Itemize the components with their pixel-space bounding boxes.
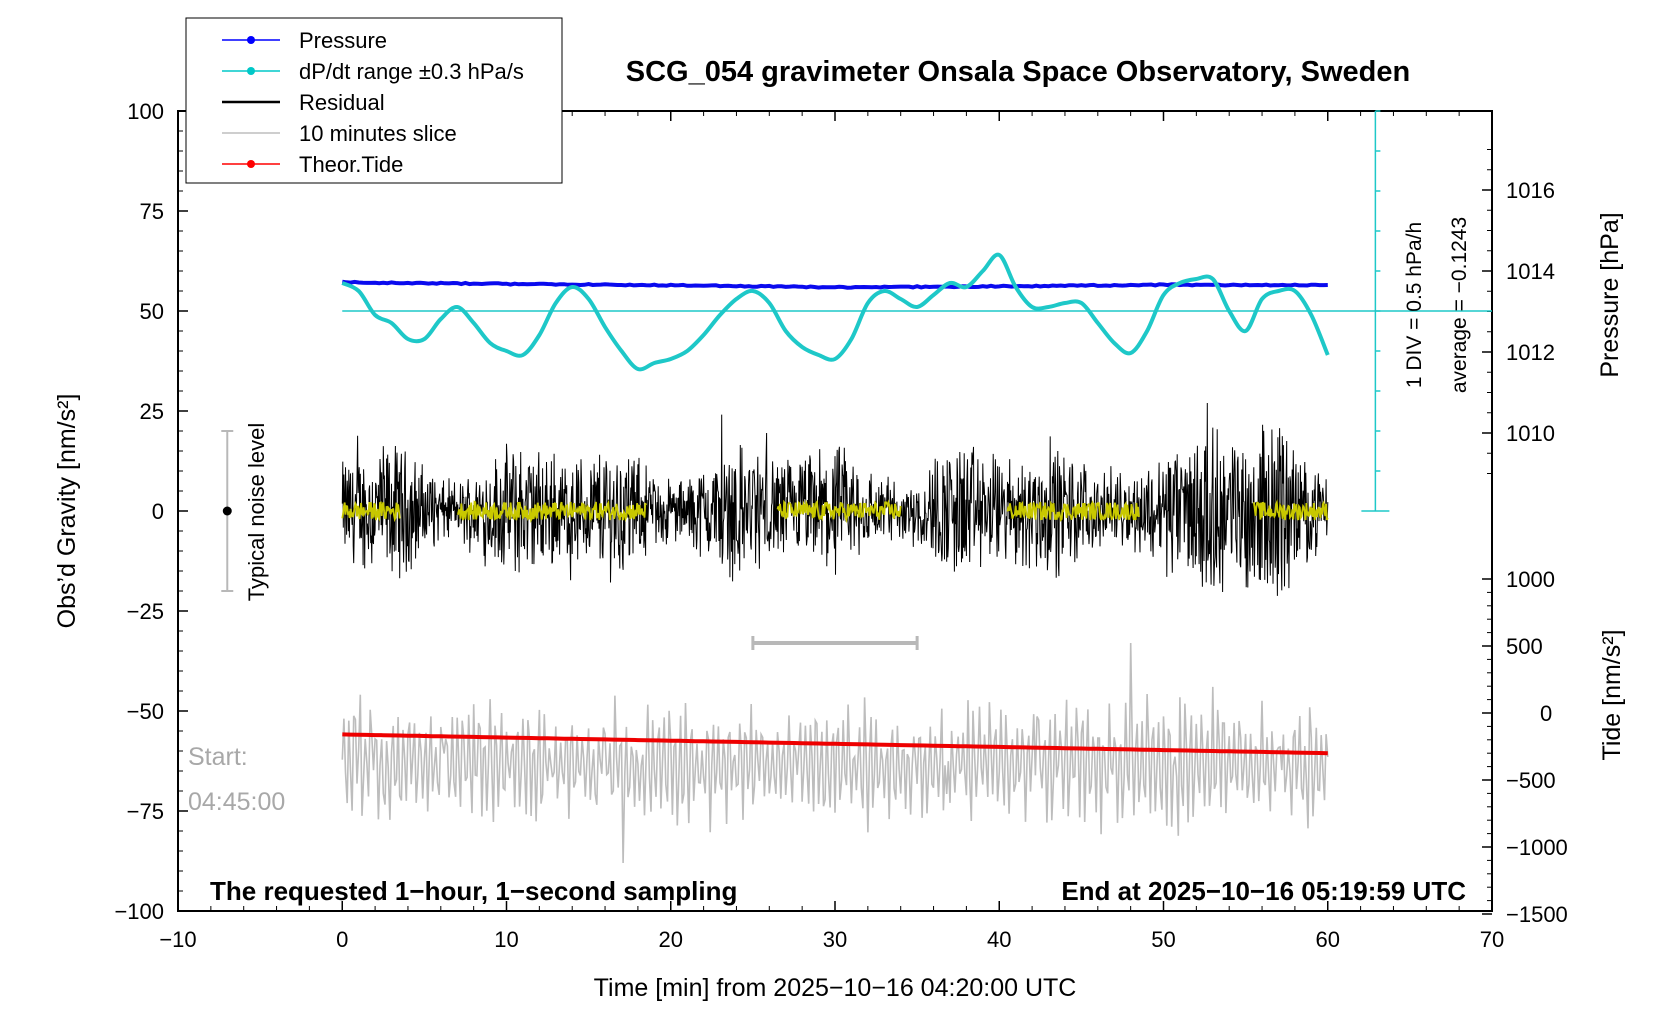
y-tick-label: 100	[127, 99, 164, 124]
y-tick-label: −75	[127, 799, 164, 824]
tide-tick-label: 0	[1540, 701, 1552, 726]
legend-label: dP/dt range ±0.3 hPa/s	[299, 59, 524, 84]
y-tick-label: −50	[127, 699, 164, 724]
tide-tick-label: −500	[1506, 768, 1556, 793]
pressure-tick-label: 1010	[1506, 421, 1555, 446]
start-label: Start:	[188, 743, 248, 771]
x-tick-label: 20	[659, 927, 683, 952]
pressure-tick-label: 1014	[1506, 259, 1555, 284]
tide-line	[342, 732, 1328, 756]
residual-average-line	[1006, 499, 1140, 522]
residual-average-line	[776, 499, 902, 524]
legend: Pressure dP/dt range ±0.3 hPa/s Residual 10…	[185, 17, 563, 184]
data-series	[221, 110, 1492, 864]
noise-bar-center	[222, 506, 232, 516]
axes: −10 0 10 20 30 40 50 60 701007550250−25−50−75−10…	[114, 99, 1567, 952]
sampling-note: The requested 1−hour, 1−second sampling	[210, 876, 737, 906]
y-tick-label: 50	[140, 299, 164, 324]
x-tick-label: 60	[1316, 927, 1340, 952]
y-tick-label: −100	[114, 899, 164, 924]
legend-label: Theor.Tide	[299, 152, 403, 177]
pressure-line	[342, 279, 1328, 290]
average-label: average = −0.1243	[1448, 217, 1471, 393]
legend-label: Residual	[299, 90, 385, 115]
x-tick-label: 10	[494, 927, 518, 952]
x-tick-label: 40	[987, 927, 1011, 952]
y-tick-label: 25	[140, 399, 164, 424]
legend-label: Pressure	[299, 28, 387, 53]
legend-marker	[247, 160, 255, 168]
dpdt-line	[341, 252, 1330, 372]
chart-title: SCG_054 gravimeter Onsala Space Observat…	[626, 56, 1410, 88]
pressure-tick-label: 1012	[1506, 340, 1555, 365]
x-tick-label: 70	[1480, 927, 1504, 952]
y-tick-label: −25	[127, 599, 164, 624]
x-axis-label: Time [min] from 2025−10−16 04:20:00 UTC	[594, 974, 1077, 1002]
pressure-axis-label: Pressure [hPa]	[1596, 212, 1624, 377]
pressure-tick-label: 1016	[1506, 178, 1555, 203]
residual-average-line	[341, 500, 401, 523]
legend-marker	[247, 67, 255, 75]
tide-axis-label: Tide [nm/s²]	[1598, 629, 1626, 760]
end-time-note: End at 2025−10−16 05:19:59 UTC	[1061, 876, 1466, 906]
tide-tick-label: 500	[1506, 634, 1543, 659]
tide-tick-label: −1500	[1506, 902, 1568, 927]
noise-level-label: Typical noise level	[244, 423, 269, 602]
y-tick-label: 75	[140, 199, 164, 224]
residual-average-line	[1252, 498, 1329, 521]
div-label: 1 DIV = 0.5 hPa/h	[1403, 222, 1426, 388]
x-tick-label: 50	[1151, 927, 1175, 952]
legend-marker	[247, 36, 255, 44]
x-tick-label: −10	[159, 927, 196, 952]
slice-line	[341, 642, 1329, 864]
y-tick-label: 0	[152, 499, 164, 524]
legend-label: 10 minutes slice	[299, 121, 457, 146]
x-tick-label: 0	[336, 927, 348, 952]
start-time: 04:45:00	[188, 788, 285, 816]
residual-average-line	[457, 499, 647, 524]
y-axis-label: Obs’d Gravity [nm/s²]	[53, 394, 81, 629]
legend-box	[185, 17, 563, 184]
tide-tick-label: −1000	[1506, 835, 1568, 860]
x-tick-label: 30	[823, 927, 847, 952]
tide-tick-label: 1000	[1506, 567, 1555, 592]
residual-line	[341, 402, 1329, 596]
